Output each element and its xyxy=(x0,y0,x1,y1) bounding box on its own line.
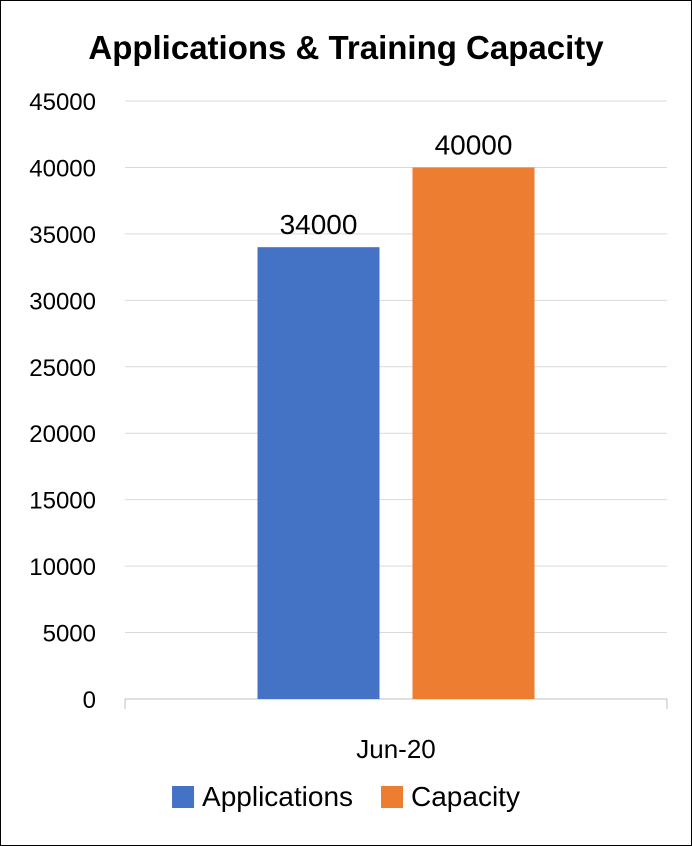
data-labels: 34000 40000 xyxy=(280,129,513,240)
x-category-label: Jun-20 xyxy=(356,734,436,764)
y-tick-label: 30000 xyxy=(29,288,96,315)
y-axis-ticks: 0 5000 10000 15000 20000 25000 30000 35000 40000… xyxy=(29,89,96,714)
y-tick-label: 20000 xyxy=(29,421,96,448)
y-tick-label: 15000 xyxy=(29,488,96,515)
data-label-applications: 34000 xyxy=(280,209,358,240)
data-label-capacity: 40000 xyxy=(435,129,513,160)
legend-label: Applications xyxy=(202,781,353,812)
legend-label: Capacity xyxy=(411,781,520,812)
legend-swatch xyxy=(172,786,195,808)
chart-title: Applications & Training Capacity xyxy=(88,29,604,66)
y-tick-label: 10000 xyxy=(29,554,96,581)
bar-capacity xyxy=(412,167,535,699)
bar-applications xyxy=(257,247,380,699)
legend[interactable]: Applications Capacity xyxy=(172,781,520,812)
y-tick-label: 40000 xyxy=(29,155,96,182)
y-tick-label: 45000 xyxy=(29,89,96,116)
y-tick-label: 35000 xyxy=(29,222,96,249)
legend-item-capacity[interactable]: Capacity xyxy=(381,781,520,812)
y-tick-label: 0 xyxy=(83,687,96,714)
x-axis xyxy=(124,698,668,709)
legend-item-applications[interactable]: Applications xyxy=(172,781,353,812)
y-tick-label: 5000 xyxy=(43,621,96,648)
x-axis-categories: Jun-20 xyxy=(356,734,436,764)
y-tick-label: 25000 xyxy=(29,355,96,382)
gridlines xyxy=(125,100,667,634)
legend-swatch xyxy=(381,786,404,808)
bars xyxy=(257,167,535,699)
